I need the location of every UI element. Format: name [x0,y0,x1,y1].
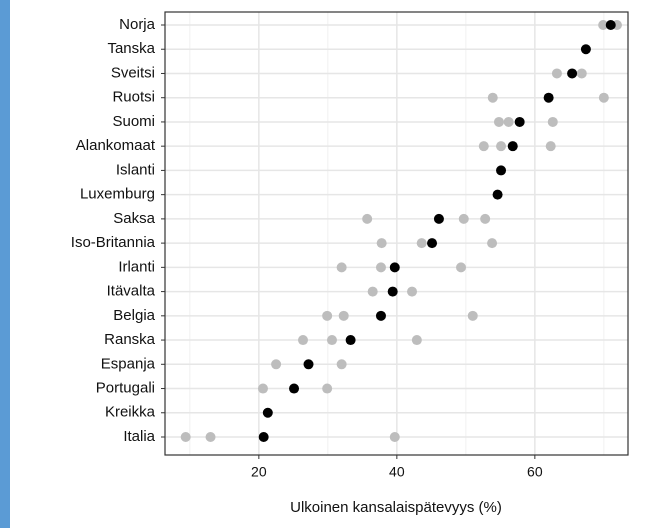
dot [567,68,578,79]
dot [387,286,398,297]
dot [547,116,558,127]
y-tick-label: Ruotsi [112,89,155,106]
dot [289,383,300,394]
x-tick-label: 20 [251,464,267,480]
dot [322,383,333,394]
dot [345,335,356,346]
dot [336,262,347,273]
dot [271,359,282,370]
dot [545,141,556,152]
dot [375,262,386,273]
y-tick-label: Espanja [101,355,156,372]
y-tick-label: Alankomaat [76,137,156,154]
dot [389,432,400,442]
dot [416,238,427,249]
dot [180,432,191,442]
dot [427,238,438,249]
dot [514,116,525,127]
dot [376,238,387,249]
dot [492,189,503,200]
dot [543,92,554,103]
dot [598,20,609,30]
y-tick-label: Sveitsi [111,64,155,81]
y-tick-label: Kreikka [105,404,156,421]
dot [336,359,347,370]
dot [258,432,269,442]
dot [503,116,514,127]
dot [205,432,216,442]
dot [480,213,491,224]
dot [456,262,467,273]
y-tick-label: Ranska [104,331,156,348]
dot [433,213,444,224]
dot [303,359,314,370]
dot [496,141,507,152]
x-tick-label: 60 [527,464,543,480]
y-tick-label: Suomi [112,113,155,130]
y-tick-label: Iso-Britannia [71,234,156,251]
dot [411,335,422,346]
dot [487,92,498,103]
y-tick-label: Saksa [113,210,155,227]
y-tick-label: Tanska [107,40,155,57]
dot [389,262,400,273]
y-tick-label: Itävalta [107,283,156,300]
y-tick-label: Luxemburg [80,186,155,203]
x-axis-label: Ulkoinen kansalaispätevyys (%) [290,499,502,516]
dot [580,44,591,55]
dot [362,213,373,224]
dot [458,213,469,224]
dot [496,165,507,176]
dot [507,141,518,152]
dot [262,407,273,418]
y-tick-label: Irlanti [118,258,155,275]
dot [367,286,378,297]
y-tick-label: Belgia [113,307,155,324]
x-tick-label: 40 [389,464,405,480]
side-strip [0,0,10,528]
dot [338,310,349,321]
dot [478,141,489,152]
dot [487,238,498,249]
dot [326,335,337,346]
y-tick-label: Norja [119,16,156,33]
dot [551,68,562,79]
dot [605,20,616,30]
y-tick-label: Italia [123,428,155,445]
dot [375,310,386,321]
dot [322,310,333,321]
dot [598,92,609,103]
dot [407,286,418,297]
y-tick-label: Islanti [116,161,155,178]
dot [467,310,478,321]
y-tick-label: Portugali [96,379,155,396]
dot [298,335,309,346]
dot [257,383,268,394]
dot [576,68,587,79]
dot [493,116,504,127]
